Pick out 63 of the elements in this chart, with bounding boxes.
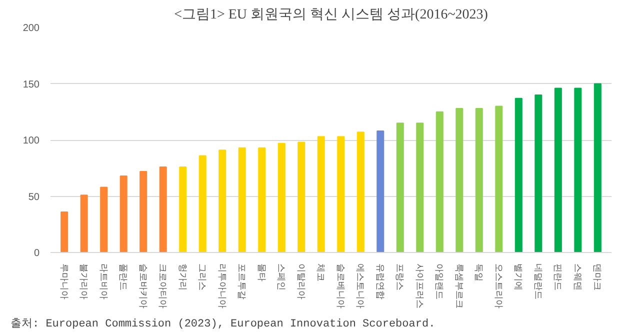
x-tick-label: 리투아니아 [217,264,228,308]
bar [416,122,424,252]
bar [140,171,148,252]
x-tick-label: 프랑스 [395,264,406,290]
x-tick-label: 크로아티아 [158,264,168,308]
x-tick-label: 핀란드 [553,264,564,290]
bar [238,147,246,252]
bar [298,142,306,252]
y-tick-label: 100 [22,136,40,146]
x-tick-label: 오스트리아 [494,264,504,308]
x-tick-label: 에스토니아 [356,264,366,308]
y-tick-label: 50 [28,192,40,203]
x-tick-label: 유럽연합 [375,264,386,300]
bar [376,130,384,252]
x-tick-label: 아일랜드 [434,264,445,300]
bar [396,122,404,252]
x-tick-label: 라트비아 [98,264,109,300]
bar [337,136,345,252]
bar [179,166,187,252]
bar [594,83,602,252]
x-tick-label: 스웨덴 [572,264,583,290]
bar [356,132,364,252]
chart-title: <그림1> EU 회원국의 혁신 시스템 성과(2016~2023) [174,8,488,22]
y-tick-label: 0 [34,248,40,259]
bar [120,176,128,252]
x-tick-label: 슬로베니아 [336,264,346,308]
x-tick-label: 몰타 [256,264,267,282]
bar [475,108,483,252]
source-note: 출처: European Commission (2023), European Innovation Scoreboard. [10,318,436,330]
x-tick-label: 벨기에 [514,264,524,290]
x-tick-label: 룩셈부르크 [454,264,464,308]
x-tick-label: 사이프러스 [414,264,425,308]
x-tick-label: 슬로바키아 [138,264,148,308]
x-tick-label: 포르투갈 [237,264,248,300]
bar [534,94,542,252]
bar [514,98,522,252]
x-tick-label: 불가리아 [79,264,90,300]
bar [258,147,266,252]
bar [554,88,562,252]
bar [198,155,206,252]
bar [278,142,286,252]
bar [574,88,582,252]
x-tick-label: 그리스 [198,264,208,290]
x-tick-label: 네덜란드 [533,264,544,300]
bar [60,212,68,252]
x-tick-label: 독일 [474,264,484,282]
bar [218,150,226,252]
x-tick-label: 덴마크 [592,264,603,290]
y-tick-label: 150 [22,79,40,90]
bar [159,166,167,252]
x-tick-label: 헝가리 [178,264,188,290]
bar [80,194,88,252]
x-tick-label: 체코 [316,264,326,282]
bar [436,111,444,252]
x-tick-label: 이탈리아 [296,264,306,300]
x-tick-label: 루마니아 [59,264,70,300]
bar [456,108,464,252]
bar [495,106,503,252]
bar [100,186,108,252]
x-tick-label: 폴란드 [118,264,129,290]
bar [317,136,325,252]
y-tick-label: 200 [22,23,40,34]
x-tick-label: 스페인 [276,264,287,290]
